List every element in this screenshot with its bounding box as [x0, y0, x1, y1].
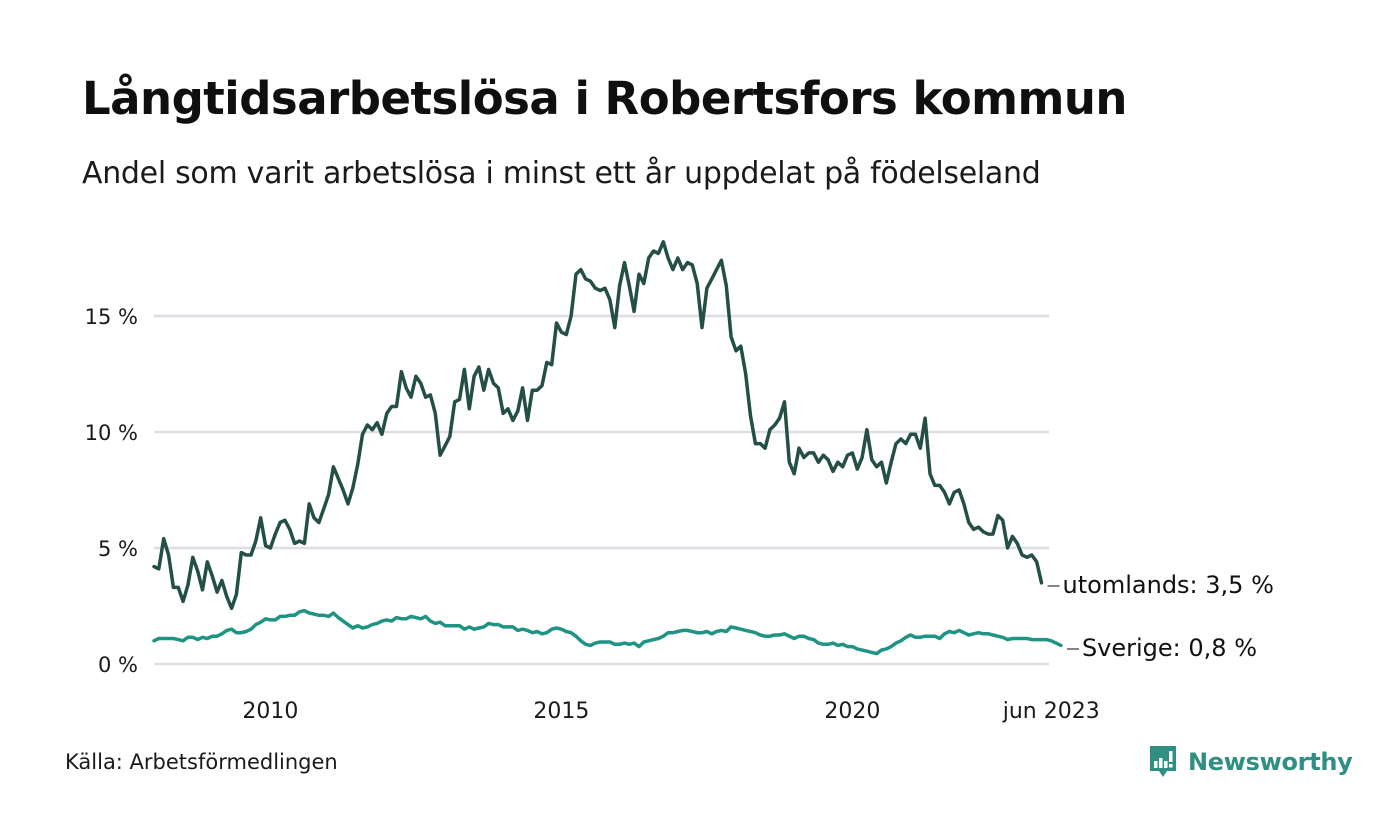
series-lines — [152, 240, 1063, 656]
end-label-sverige: Sverige: 0,8 % — [1082, 634, 1257, 662]
y-tick-label: 5 % — [98, 537, 138, 561]
series-line-utomlands — [152, 240, 1044, 611]
y-tick-label: 15 % — [85, 305, 138, 329]
x-tick-label: 2015 — [533, 699, 589, 724]
end-labels: utomlands: 3,5 % Sverige: 0,8 % — [1047, 571, 1274, 662]
source-note: Källa: Arbetsförmedlingen — [65, 750, 338, 774]
y-tick-label: 10 % — [85, 421, 138, 445]
brand-logo: Newsworthy — [1148, 744, 1353, 780]
end-label-utomlands: utomlands: 3,5 % — [1063, 571, 1274, 599]
chart-title: Långtidsarbetslösa i Robertsfors kommun — [82, 72, 1127, 125]
y-tick-label: 0 % — [98, 653, 138, 677]
y-axis-ticks: 0 % 5 % 10 % 15 % — [85, 305, 138, 677]
newsworthy-logo-icon — [1150, 746, 1176, 777]
chart-subtitle: Andel som varit arbetslösa i minst ett å… — [82, 156, 1041, 191]
brand-name: Newsworthy — [1188, 748, 1353, 776]
series-line-sverige — [152, 608, 1063, 656]
x-tick-label: jun 2023 — [1002, 699, 1100, 724]
x-tick-label: 2020 — [824, 699, 880, 724]
gridlines — [154, 314, 1049, 666]
x-tick-label: 2010 — [242, 699, 298, 724]
x-axis-ticks: 2010 2015 2020 jun 2023 — [242, 699, 1099, 724]
